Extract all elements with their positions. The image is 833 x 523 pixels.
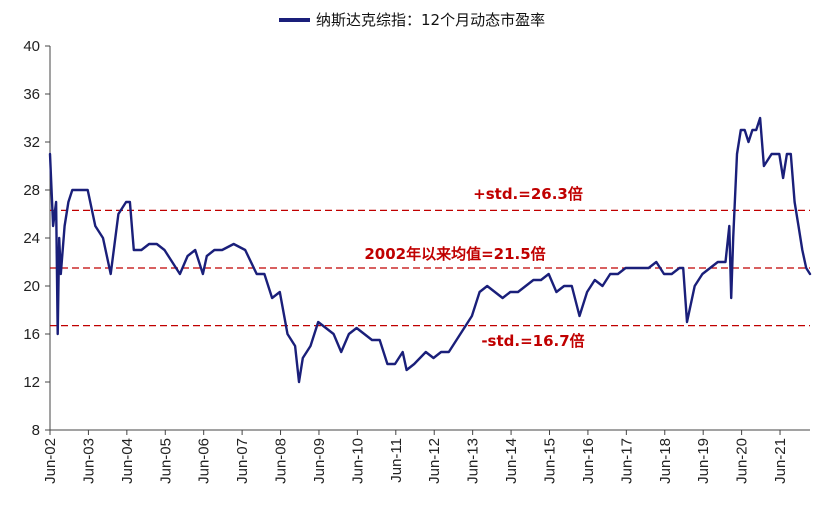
reference-line-label: -std.=16.7倍 (481, 332, 584, 350)
x-tick-label: Jun-20 (734, 438, 751, 484)
y-tick-label: 40 (23, 38, 40, 55)
x-tick-label: Jun-15 (541, 438, 558, 484)
plot-area: 8 12 16 20 24 28 32 36 40 Jun-02 Jun-03 Jun-04 Jun-0… (23, 38, 812, 484)
y-tick-label: 12 (23, 374, 40, 391)
x-tick-label: Jun-17 (618, 438, 635, 484)
y-tick-label: 32 (23, 134, 40, 151)
x-tick-label: Jun-14 (503, 438, 520, 484)
x-tick-label: Jun-19 (695, 438, 712, 484)
y-tick-label: 36 (23, 86, 40, 103)
x-tick-label: Jun-05 (157, 438, 174, 484)
legend-label: 纳斯达克综指：12个月动态市盈率 (316, 11, 545, 29)
y-tick-label: 16 (23, 326, 40, 343)
x-tick-label: Jun-04 (119, 438, 136, 484)
reference-line-label: +std.=26.3倍 (473, 185, 583, 203)
y-tick-label: 28 (23, 182, 40, 199)
legend: 纳斯达克综指：12个月动态市盈率 (279, 11, 545, 29)
x-tick-label: Jun-21 (772, 438, 789, 484)
y-tick-label: 20 (23, 278, 40, 295)
y-tick-label: 24 (23, 230, 40, 247)
x-tick-label: Jun-16 (580, 438, 597, 484)
x-tick-label: Jun-12 (426, 438, 443, 484)
x-tick-label: Jun-11 (388, 438, 405, 483)
x-tick-label: Jun-03 (80, 438, 97, 484)
x-tick-label: Jun-07 (234, 438, 251, 484)
x-tick-label: Jun-10 (349, 438, 366, 484)
x-tick-label: Jun-18 (657, 438, 674, 484)
reference-line-label: 2002年以来均值=21.5倍 (364, 245, 545, 263)
x-tick-label: Jun-09 (311, 438, 328, 484)
x-tick-label: Jun-08 (273, 438, 290, 484)
x-tick-label: Jun-02 (42, 438, 59, 484)
pe-series-line (48, 116, 812, 384)
x-tick-label: Jun-06 (196, 438, 213, 484)
x-tick-label: Jun-13 (465, 438, 482, 484)
y-tick-label: 8 (32, 422, 40, 439)
